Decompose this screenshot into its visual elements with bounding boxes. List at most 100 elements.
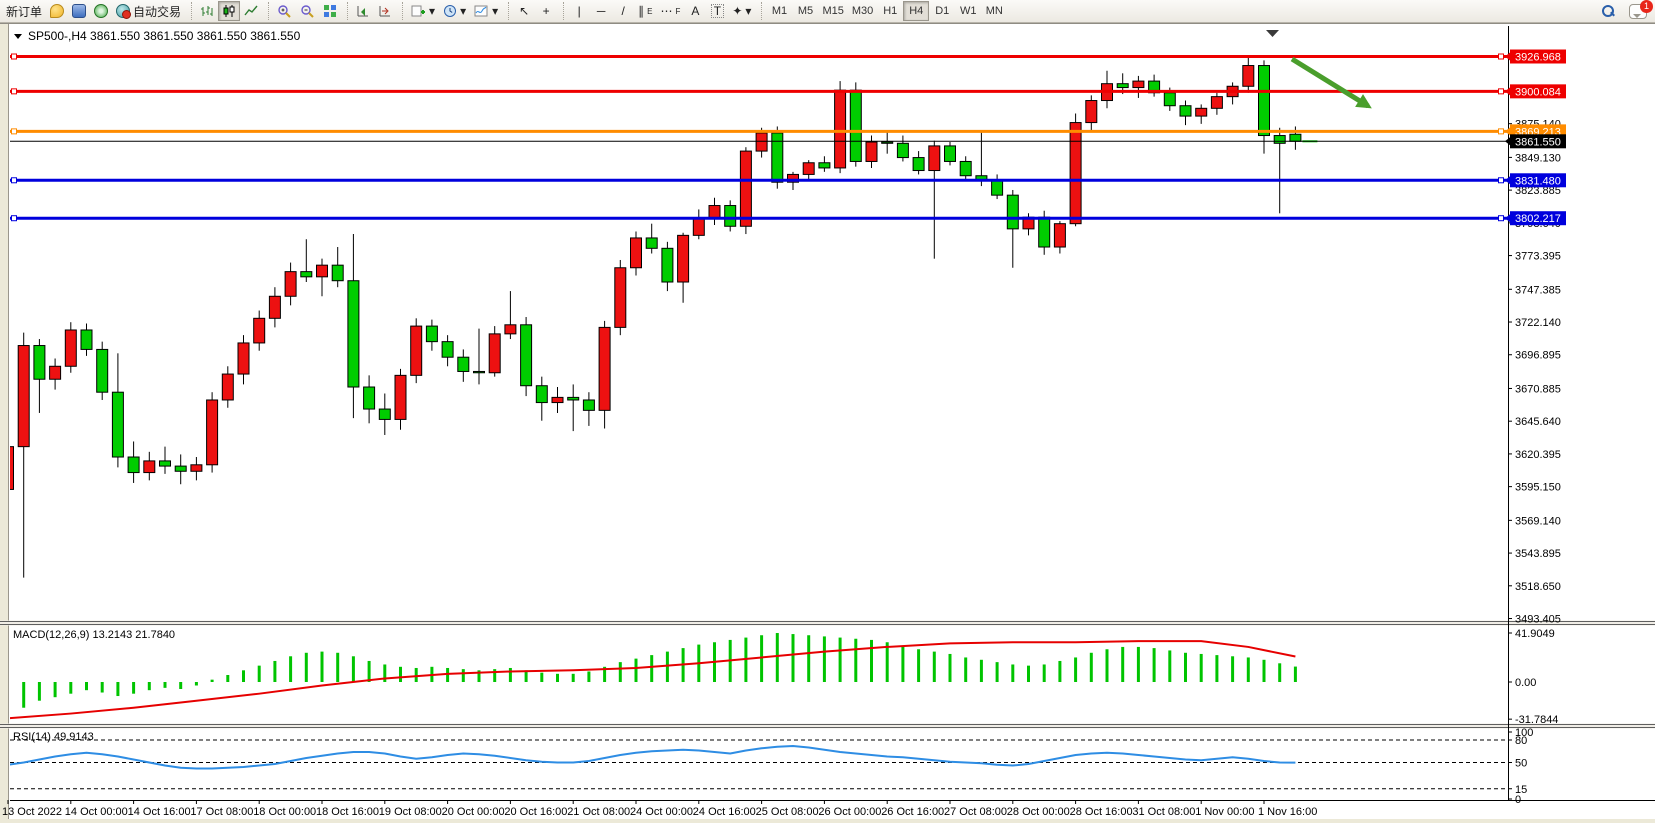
indicators-button[interactable]: ▾ <box>470 1 502 21</box>
dropdown-caret-icon: ▾ <box>745 4 752 18</box>
zoom-out-button[interactable] <box>296 1 319 21</box>
clock-icon <box>444 5 457 17</box>
candle-body <box>441 341 454 358</box>
candle-body <box>1242 65 1255 87</box>
channel-tool-button[interactable]: ∥ E <box>634 1 656 21</box>
metaquotes-button[interactable] <box>46 1 68 21</box>
price-tick-label: 3747.385 <box>1515 284 1561 296</box>
rsi-scale-label: 80 <box>1515 735 1527 747</box>
timeframe-label: D1 <box>935 5 950 17</box>
chart-line-button[interactable] <box>240 1 262 21</box>
timeframe-m5-button[interactable]: M5 <box>792 1 818 21</box>
time-axis-label: 20 Oct 00:00 <box>442 806 505 818</box>
candle-body <box>425 325 438 343</box>
hline-anchor[interactable] <box>1498 128 1504 135</box>
rsi-scale-label: 100 <box>1515 727 1533 739</box>
crosshair-tool-button[interactable]: + <box>535 1 557 21</box>
chart-window: MACD(12,26,9) 13.2143 21.7840 RSI(14) 49.… <box>0 23 1655 823</box>
candle-body <box>253 317 266 344</box>
search-button[interactable] <box>1597 1 1619 21</box>
toolbar-separator <box>186 2 193 20</box>
horizontal-line-objects[interactable] <box>10 53 1508 222</box>
timeframe-m1-button[interactable]: M1 <box>766 1 792 21</box>
time-axis-label: 31 Oct 08:00 <box>1132 806 1195 818</box>
timeframe-h1-button[interactable]: H1 <box>877 1 903 21</box>
candle-body <box>49 365 62 380</box>
candle-body <box>928 145 941 172</box>
timeframe-h4-button[interactable]: H4 <box>903 1 930 21</box>
chart-shift-button[interactable] <box>374 1 396 21</box>
chart-bars-button[interactable] <box>196 1 218 21</box>
price-badge-label: 3900.084 <box>1515 86 1561 98</box>
hline-anchor[interactable] <box>11 53 17 60</box>
timeframe-label: W1 <box>960 5 977 17</box>
timeframe-label: H4 <box>909 5 924 17</box>
time-axis[interactable]: 13 Oct 2022 14 Oct 00:00 14 Oct 16:00 17 Oc… <box>2 800 1655 818</box>
price-badge-label: 3861.550 <box>1515 136 1561 148</box>
chart-candles-button[interactable] <box>218 1 241 21</box>
fibonacci-tool-button[interactable]: ⋯ F <box>656 1 684 21</box>
toolbar-separator <box>397 2 404 20</box>
price-tick-label: 3645.640 <box>1515 416 1561 428</box>
timeframe-m15-button[interactable]: M15 <box>818 1 847 21</box>
candle-body <box>991 180 1004 196</box>
hline-anchor[interactable] <box>11 215 17 222</box>
chat-bubble-icon: 1 <box>1629 0 1653 19</box>
candle-body <box>630 237 642 269</box>
dropdown-caret-icon: ▾ <box>492 4 499 18</box>
time-axis-label: 1 Nov 00:00 <box>1195 806 1254 818</box>
candle-body <box>268 295 281 319</box>
hline-anchor[interactable] <box>11 88 17 95</box>
hline-anchor[interactable] <box>1498 88 1504 95</box>
chart-shift-marker[interactable] <box>1266 30 1279 37</box>
profiles-button[interactable]: ▾ <box>439 1 470 21</box>
horizontal-line-tool-button[interactable]: ─ <box>590 1 612 21</box>
candle-body <box>567 396 580 401</box>
vertical-line-tool-button[interactable]: | <box>568 1 590 21</box>
auto-scroll-button[interactable] <box>352 1 374 21</box>
signals-button[interactable] <box>90 1 112 21</box>
hline-anchor[interactable] <box>1498 177 1504 184</box>
new-order-button[interactable]: 新订单 <box>2 1 46 21</box>
time-axis-label: 13 Oct 2022 <box>2 806 62 818</box>
timeframe-mn-button[interactable]: MN <box>981 1 1007 21</box>
hline-anchor[interactable] <box>11 177 17 184</box>
timeframe-d1-button[interactable]: D1 <box>929 1 955 21</box>
price-tick-label: 3518.650 <box>1515 581 1561 593</box>
chart-title: SP500-,H4 3861.550 3861.550 3861.550 386… <box>28 29 301 43</box>
candle-body <box>33 345 46 380</box>
candle-body <box>1289 133 1302 142</box>
auto-trading-icon <box>116 4 132 19</box>
trend-arrow-annotation[interactable] <box>1290 56 1372 109</box>
price-axis[interactable]: 3875.1403849.1303823.8853798.6403773.395… <box>1505 26 1566 806</box>
timeframe-w1-button[interactable]: W1 <box>955 1 981 21</box>
chart-canvas[interactable]: MACD(12,26,9) 13.2143 21.7840 RSI(14) 49.… <box>0 24 1655 823</box>
macd-scale-label: 0.00 <box>1515 677 1536 689</box>
trendline-tool-button[interactable]: / <box>612 1 634 21</box>
arrows-tool-button[interactable]: ✦ ▾ <box>728 1 755 21</box>
candle-body <box>457 356 470 372</box>
new-chart-button[interactable]: ▾ <box>407 1 439 21</box>
price-badge-3861.550 <box>1510 134 1566 149</box>
zoom-in-button[interactable] <box>273 1 296 21</box>
price-badge-3831.480 <box>1510 173 1566 188</box>
label-tool-button[interactable]: T <box>706 1 728 21</box>
time-axis-label: 28 Oct 16:00 <box>1070 806 1133 818</box>
hline-anchor[interactable] <box>1498 215 1504 222</box>
price-tick-label: 3569.140 <box>1515 515 1561 527</box>
toolbar-separator <box>342 2 349 20</box>
timeframe-m30-button[interactable]: M30 <box>848 1 877 21</box>
auto-trading-button[interactable]: 自动交易 <box>112 1 185 21</box>
text-tool-button[interactable]: A <box>684 1 706 21</box>
community-button[interactable] <box>68 1 90 21</box>
cursor-tool-button[interactable]: ↖ <box>513 1 535 21</box>
hline-anchor[interactable] <box>11 128 17 135</box>
hline-anchor[interactable] <box>1498 53 1504 60</box>
notifications-button[interactable]: 1 <box>1625 0 1653 21</box>
candle-body <box>316 264 328 278</box>
tile-windows-button[interactable] <box>319 1 341 21</box>
candle-body <box>520 324 533 387</box>
symbol-dropdown-icon[interactable] <box>14 34 22 39</box>
fibonacci-icon: ⋯ <box>660 4 673 18</box>
candle-body <box>190 464 203 472</box>
